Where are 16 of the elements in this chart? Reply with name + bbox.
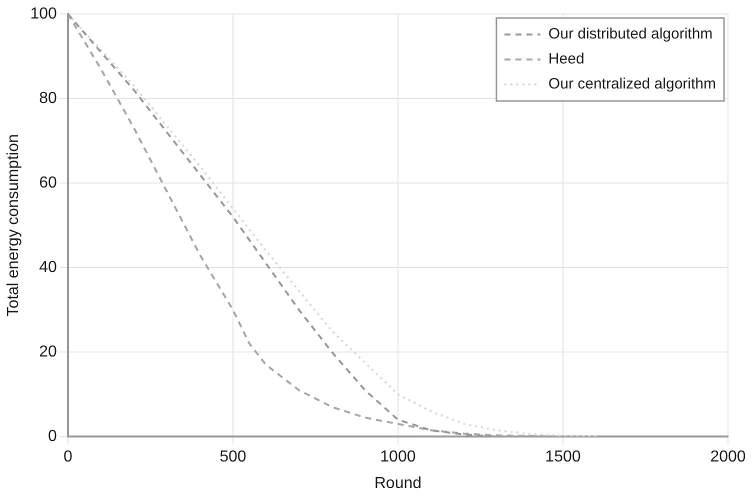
legend-label: Our centralized algorithm [548, 76, 716, 93]
legend-label: Heed [548, 50, 584, 68]
y-tick-label: 20 [39, 343, 57, 360]
y-tick-label: 80 [39, 90, 57, 107]
y-tick-label: 60 [39, 174, 57, 192]
legend-label: Our distributed algorithm [548, 26, 713, 43]
y-tick-label: 0 [48, 428, 57, 446]
y-tick-label: 40 [39, 258, 57, 276]
x-axis-title: Round [374, 474, 422, 492]
x-tick-label: 1000 [380, 448, 416, 466]
x-tick-label: 500 [220, 448, 246, 466]
y-tick-label: 100 [30, 5, 57, 22]
x-tick-label: 2000 [710, 448, 746, 466]
y-axis-title: Total energy consumption [5, 134, 22, 316]
x-tick-label: 1500 [545, 448, 581, 466]
x-tick-label: 0 [63, 448, 72, 466]
